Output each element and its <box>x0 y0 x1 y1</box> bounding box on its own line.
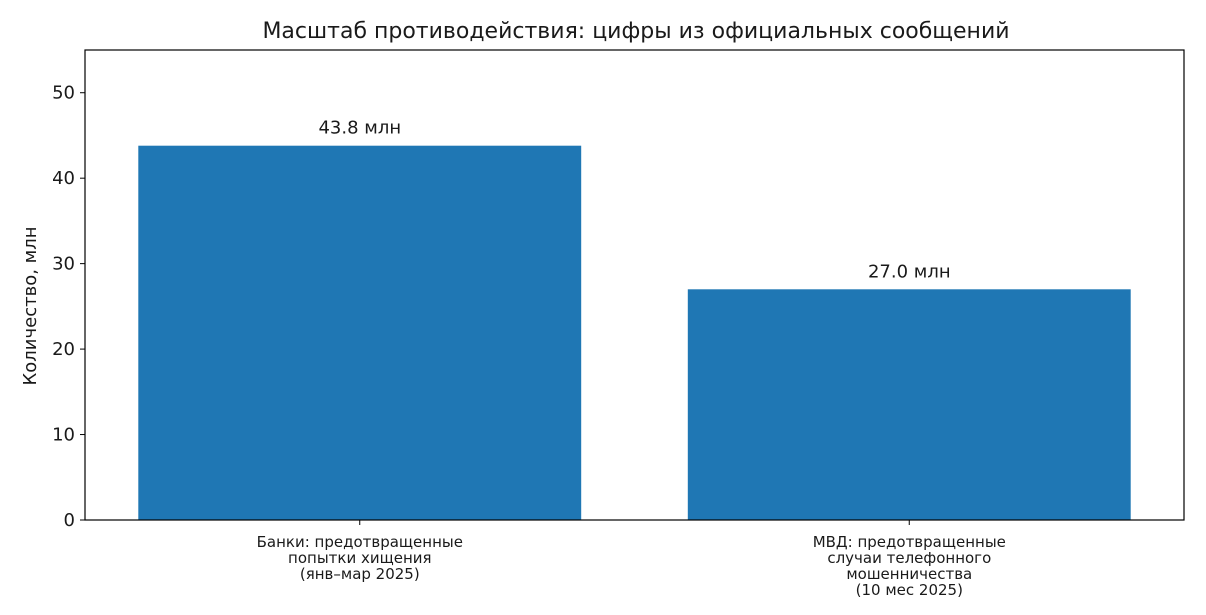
bar-1 <box>687 289 1131 520</box>
y-tick-label-1: 10 <box>52 425 75 446</box>
y-tick-label-5: 50 <box>52 83 75 104</box>
plot-area: 43.8 млн Банки: предотвращенные попытки хи… <box>52 49 1185 599</box>
y-tick-label-2: 20 <box>52 339 75 360</box>
y-tick-label-3: 30 <box>52 254 75 275</box>
y-tick-label-4: 40 <box>52 168 75 189</box>
chart-title: Масштаб противодействия: цифры из официа… <box>262 19 1009 44</box>
x-tick-label-1: МВД: предотвращенные случаи телефонного мо… <box>813 533 1006 599</box>
bar-0 <box>138 145 582 520</box>
y-tick-label-0: 0 <box>64 510 75 531</box>
x-tick-label-0: Банки: предотвращенные попытки хищения (ян… <box>257 533 463 583</box>
data-label-0: 43.8 млн <box>318 118 401 139</box>
plot-frame <box>84 49 1185 521</box>
data-label-1: 27.0 млн <box>868 261 951 282</box>
y-axis-label: Количество, млн <box>20 226 41 385</box>
